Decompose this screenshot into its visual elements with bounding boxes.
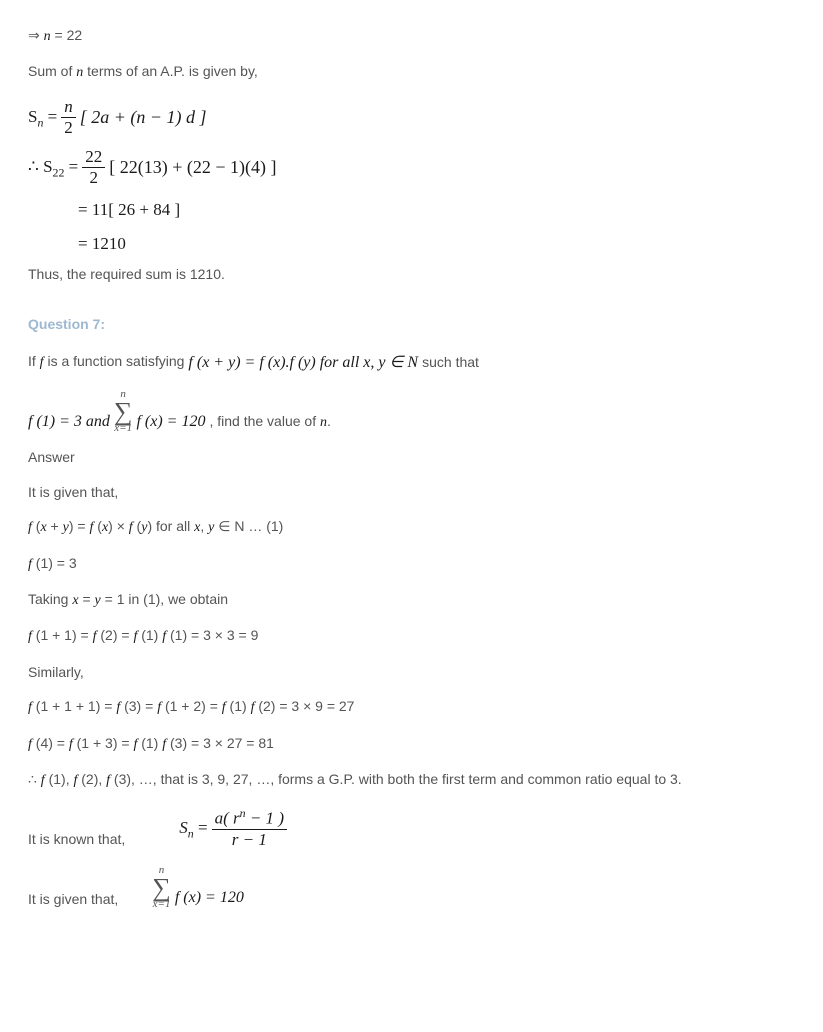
sigma-symbol: ∑ [152,876,171,899]
text: It is given that, [28,888,118,910]
q7-given-line: f (1) = 3 and n ∑ x=1 f (x) = 120 , find… [28,389,795,434]
ans-f2: f (1 + 1) = f (2) = f (1) f (1) = 3 × 3 … [28,624,795,648]
s22-step2: = 11[ 26 + 84 ] [78,196,795,223]
eq: ) = [69,518,90,534]
arrow: ⇒ [28,27,44,43]
ans-gp: ∴ f (1), f (2), f (3), …, that is 3, 9, … [28,768,795,792]
sub-22: 22 [53,165,65,179]
t: (1 + 3) = [73,735,134,751]
s22-step3: = 1210 [78,230,795,257]
s22-step1: ∴ S22 = 22 2 [ 22(13) + (22 − 1)(4) ] [28,147,795,189]
ans-f3: f (1 + 1 + 1) = f (3) = f (1 + 2) = f (1… [28,695,795,719]
eq: = [194,818,208,837]
sigma-bot: x=1 [114,423,133,434]
eq3: (1) = 3 [32,555,77,571]
t: (2) = [96,627,133,643]
dot: . [327,413,331,429]
forall: ) for all [147,518,194,534]
given-that-2: It is given that, n ∑ x=1 f (x) = 120 [28,865,795,910]
f1-eq-3: f (1) = 3 and [28,409,110,435]
ans-taking: Taking x = y = 1 in (1), we obtain [28,588,795,612]
plus: + [47,518,63,534]
sigma-symbol: ∑ [114,400,133,423]
num: n [61,97,76,118]
condition: f (x + y) = f (x).f (y) for all x, y ∈ N [188,350,418,376]
t: (1 + 1) = [32,627,93,643]
var-n: n [320,415,327,430]
eq: = [64,157,78,176]
a: a [215,809,224,828]
t: (2), [77,771,106,787]
text: is a function satisfying [44,353,185,369]
num: 22 [82,147,105,168]
t: (3) = [120,698,157,714]
if: If [28,353,40,369]
answer-label: Answer [28,446,795,468]
ans-similarly: Similarly, [28,661,795,683]
bracket: [ 22(13) + (22 − 1)(4) ] [109,153,276,182]
sum-intro: Sum of n terms of an A.P. is given by, [28,60,795,84]
ans-f4: f (4) = f (1 + 3) = f (1) f (3) = 3 × 27… [28,732,795,756]
ans-given: It is given that, [28,481,795,503]
den: 2 [82,168,105,188]
t: (3) = 3 × 27 = 81 [166,735,274,751]
var-n: n [44,29,51,44]
sigma-icon: n ∑ x=1 [114,389,133,434]
therefore: ∴ [28,771,41,787]
gp-num: a( rn − 1 ) [212,806,287,830]
t: (1) [137,627,162,643]
taking: Taking [28,591,72,607]
sn-formula: Sn = n 2 [ 2a + (n − 1) d ] [28,97,795,139]
t: (4) = [32,735,69,751]
eq: = [43,107,57,126]
t: (1 + 2) = [161,698,222,714]
t: (2) = 3 × 9 = 27 [254,698,354,714]
eq-22: = 22 [51,27,83,43]
frac-22-2: 22 2 [82,147,105,189]
text: terms of an A.P. is given by, [83,63,258,79]
implies-n-22: ⇒ n = 22 [28,24,795,48]
times: ) × [108,518,129,534]
eq: = [79,591,95,607]
sigma-bot: x=1 [152,899,171,910]
rest: = 1 in (1), we obtain [101,591,228,607]
den: 2 [61,118,76,138]
S: S [179,818,188,837]
find-text: , find the value of [209,413,320,429]
t: (1 + 1 + 1) = [32,698,116,714]
t: (3), …, that is 3, 9, 27, …, forms a G.P… [110,771,682,787]
ans-f1: f (1) = 3 [28,552,795,576]
gp-frac: a( rn − 1 ) r − 1 [212,806,287,850]
t: (1), [45,771,74,787]
r: r [233,809,240,828]
p: ( [93,518,102,534]
question-7-heading: Question 7: [28,313,795,335]
frac-n-2: n 2 [61,97,76,139]
t: (1) [137,735,162,751]
gp-den: r − 1 [212,830,287,850]
such-that: such that [422,351,479,373]
conclusion: Thus, the required sum is 1210. [28,263,795,285]
sum-expr: f (x) = 120 [136,409,205,435]
minus1: − 1 [246,809,274,828]
therefore-S: ∴ S [28,157,53,176]
expr: f (x) = 120 [175,885,244,911]
text: Sum of [28,63,76,79]
q7-if-line: If f is a function satisfying f (x + y) … [28,350,795,376]
ans-functional-eq: f (x + y) = f (x) × f (y) for all x, y ∈… [28,515,795,539]
in-N: ∈ N … (1) [214,518,283,534]
p: ( [133,518,142,534]
known-that: It is known that, Sn = a( rn − 1 ) r − 1 [28,806,795,850]
sigma-icon: n ∑ x=1 [152,865,171,910]
bracket: [ 2a + (n − 1) d ] [80,103,207,132]
text: It is known that, [28,828,125,850]
comma: , [200,518,208,534]
t: (1) = 3 × 3 = 9 [166,627,258,643]
t: (1) [226,698,251,714]
